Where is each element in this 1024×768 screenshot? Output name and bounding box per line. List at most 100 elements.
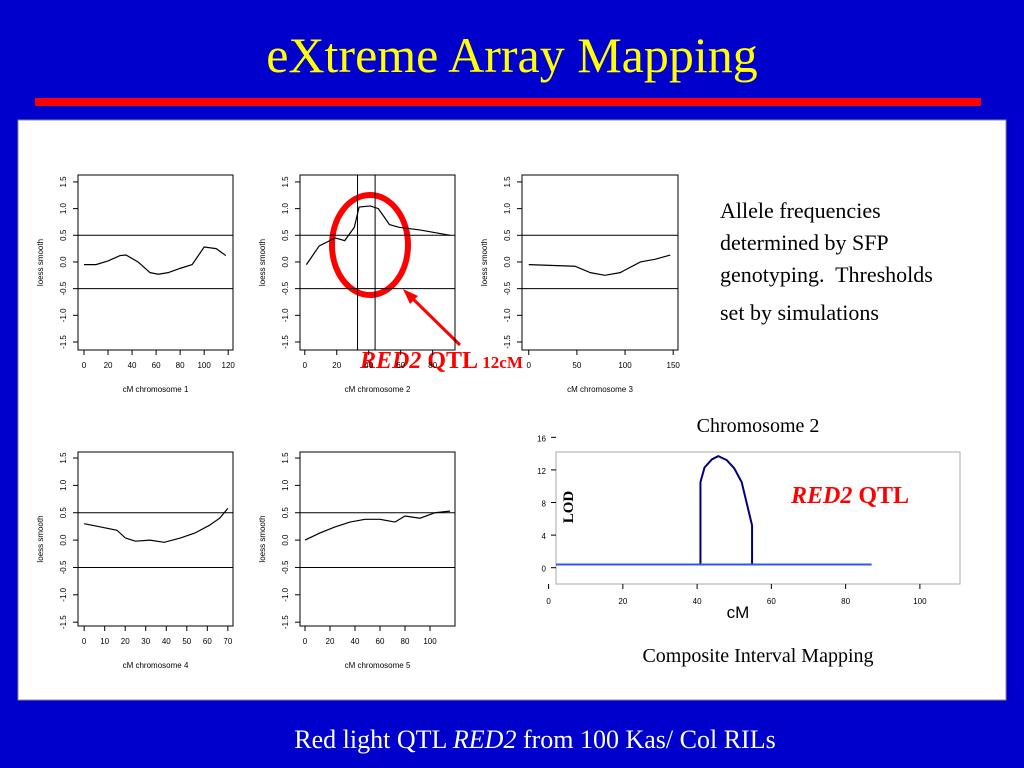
y-tick-label: 0 [542,565,547,574]
notes-line: Allele frequencies [720,198,881,223]
x-tick-label: 20 [121,637,130,646]
x-tick-label: 60 [376,637,385,646]
annotation-italic: RED2 [359,348,421,374]
x-tick-label: 120 [222,361,236,370]
y-tick-label: 1.5 [59,452,68,464]
arrow-head [403,289,418,304]
y-tick-label: 0.5 [503,229,512,241]
x-tick-label: 60 [152,361,161,370]
qtl-circle [329,192,411,298]
x-tick-label: 20 [618,597,627,606]
y-tick-label: -1.0 [281,587,290,601]
x-axis-label: cM chromosome 4 [123,661,189,670]
y-tick-label: 1.0 [59,203,68,215]
notes-line: set by simulations [720,300,879,325]
x-tick-label: 100 [197,361,211,370]
x-tick-label: 0 [303,361,308,370]
x-tick-label: 0 [82,361,87,370]
slide-title: eXtreme Array Mapping [266,27,758,83]
x-tick-label: 50 [572,361,581,370]
y-tick-label: 1.5 [59,176,68,188]
y-tick-label: 1.5 [503,176,512,188]
data-line [84,507,229,543]
annotation-text: QTL [421,348,478,374]
x-axis-label: cM chromosome 2 [345,385,411,394]
x-tick-label: 0 [303,637,308,646]
y-tick-label: -1.5 [281,335,290,349]
data-line [699,454,754,565]
data-line [528,254,671,276]
x-axis-label: cM chromosome 5 [345,661,411,670]
x-tick-label: 80 [841,597,850,606]
y-tick-label: -1.5 [281,615,290,629]
data-line [304,510,451,541]
plot-frame [521,174,679,351]
annotation: RED2 QTL 12cM [359,348,523,374]
y-tick-label: 1.0 [59,479,68,491]
y-axis-label: LOD [561,491,577,524]
y-tick-label: -0.5 [281,281,290,295]
y-tick-label: 8 [542,500,547,509]
y-tick-label: 0.0 [59,534,68,546]
x-tick-label: 40 [351,637,360,646]
data-line [84,246,227,275]
y-axis-label: loess smooth [36,239,45,286]
y-tick-label: -1.5 [503,335,512,349]
y-tick-label: 0.0 [503,256,512,268]
x-tick-label: 20 [326,637,335,646]
y-axis-label: loess smooth [258,239,267,286]
y-tick-label: 16 [537,434,546,443]
y-tick-label: -1.5 [59,615,68,629]
y-tick-label: 0.5 [281,507,290,519]
title-rule [35,98,981,106]
chart-title: Chromosome 2 [697,415,820,437]
notes-line: determined by SFP [720,230,888,255]
y-axis-label: loess smooth [36,515,45,562]
footer-text: from 100 Kas/ Col RILs [516,725,775,754]
x-tick-label: 40 [364,361,373,370]
arrow [408,294,462,347]
y-tick-label: 12 [537,467,546,476]
chart-annotation: RED2 QTL [790,483,909,509]
annotation-italic: RED2 [790,483,852,509]
x-tick-label: 60 [203,637,212,646]
y-tick-label: -0.5 [59,560,68,574]
y-tick-label: -1.0 [59,308,68,322]
annotation-small: 12cM [478,353,523,372]
plot-frame [555,451,961,585]
footer: Red light QTL RED2 from 100 Kas/ Col RIL… [294,725,775,754]
x-tick-label: 100 [618,361,632,370]
x-tick-label: 70 [223,637,232,646]
annotation-text: QTL [852,483,909,509]
y-tick-label: 0.0 [281,256,290,268]
x-tick-label: 20 [332,361,341,370]
y-tick-label: -0.5 [503,281,512,295]
x-tick-label: 30 [141,637,150,646]
y-tick-label: 4 [542,532,547,541]
plot-frame [77,174,234,351]
notes-line: genotyping. Thresholds [720,262,933,287]
x-tick-label: 20 [104,361,113,370]
chart-caption: Composite Interval Mapping [642,645,873,667]
y-tick-label: -1.5 [59,335,68,349]
y-tick-label: 1.0 [281,203,290,215]
x-tick-label: 40 [162,637,171,646]
x-tick-label: 40 [693,597,702,606]
y-tick-label: -1.0 [281,308,290,322]
x-tick-label: 80 [401,637,410,646]
panel [17,119,1007,701]
y-tick-label: -0.5 [281,560,290,574]
plot-frame [77,451,234,627]
x-tick-label: 60 [396,361,405,370]
y-tick-label: -1.0 [503,308,512,322]
x-tick-label: 10 [100,637,109,646]
y-tick-label: 0.5 [281,229,290,241]
x-axis-label: cM [727,603,750,622]
data-line [305,205,451,265]
y-tick-label: 0.0 [281,534,290,546]
plot-frame [299,451,456,627]
plot-frame [299,174,456,351]
footer-text: Red light QTL [294,725,453,754]
x-tick-label: 80 [176,361,185,370]
